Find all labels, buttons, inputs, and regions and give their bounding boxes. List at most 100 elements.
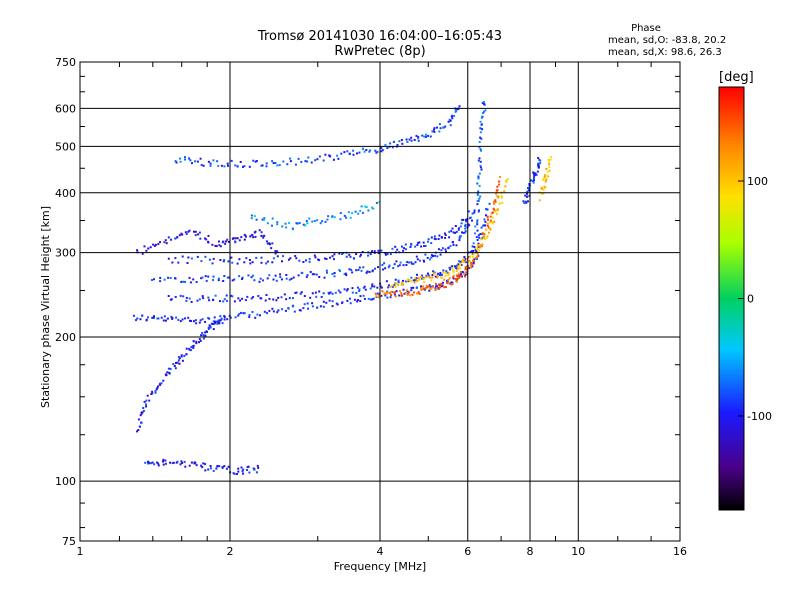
echo-point	[240, 466, 243, 469]
echo-point	[376, 150, 379, 153]
echo-point	[288, 297, 291, 300]
echo-point	[266, 242, 269, 245]
echo-point	[448, 236, 451, 239]
y-tick-label: 750	[55, 56, 76, 69]
echo-point	[198, 338, 201, 340]
y-tick-label: 75	[62, 535, 76, 548]
echo-point	[274, 162, 277, 164]
echo-point	[454, 265, 456, 268]
echo-point	[436, 126, 438, 129]
echo-point	[204, 255, 207, 258]
echo-point	[418, 293, 421, 295]
echo-point	[393, 283, 396, 286]
echo-point	[326, 271, 328, 274]
echo-point	[491, 220, 493, 223]
echo-point	[469, 255, 472, 258]
echo-point	[281, 308, 283, 311]
echo-point	[212, 275, 215, 278]
echo-point	[475, 250, 478, 253]
echo-point	[255, 160, 258, 162]
echo-point	[427, 134, 430, 137]
echo-point	[402, 282, 405, 285]
echo-point	[489, 228, 492, 231]
echo-point	[190, 461, 193, 464]
echo-point	[420, 287, 423, 290]
echo-point	[234, 241, 237, 244]
echo-point	[157, 243, 160, 246]
y-tick-label: 300	[55, 247, 76, 260]
echo-point	[396, 144, 399, 146]
echo-point	[472, 262, 475, 265]
echo-point	[431, 276, 434, 279]
echo-point	[207, 317, 210, 320]
echo-point	[488, 226, 490, 229]
echo-point	[441, 284, 444, 287]
echo-point	[474, 232, 476, 235]
echo-point	[205, 238, 208, 241]
echo-point	[432, 255, 434, 257]
echo-point	[233, 300, 236, 303]
echo-point	[403, 247, 405, 250]
echo-point	[480, 123, 483, 126]
echo-point	[500, 196, 503, 199]
echo-point	[390, 294, 393, 296]
echo-point	[425, 284, 428, 287]
echo-point	[450, 230, 453, 233]
echo-point	[185, 299, 188, 302]
echo-point	[454, 231, 457, 234]
echo-point	[494, 201, 497, 203]
stats-heading: Phase	[631, 23, 661, 34]
echo-point	[503, 190, 506, 193]
echo-point	[369, 287, 372, 290]
echo-point	[314, 256, 317, 259]
echo-point	[181, 359, 184, 362]
echo-point	[472, 250, 475, 252]
echo-point	[417, 277, 420, 280]
echo-point	[416, 279, 419, 282]
echo-point	[400, 139, 403, 141]
echo-point	[192, 278, 195, 281]
echo-point	[162, 319, 165, 322]
echo-point	[147, 460, 149, 463]
echo-point	[200, 260, 203, 263]
echo-point	[455, 269, 458, 272]
echo-point	[137, 429, 140, 431]
echo-point	[431, 274, 434, 276]
echo-point	[493, 200, 495, 203]
echo-point	[449, 268, 452, 271]
echo-point	[482, 224, 485, 227]
echo-point	[392, 267, 395, 270]
echo-point	[185, 353, 188, 356]
echo-point	[458, 239, 461, 242]
echo-point	[185, 296, 188, 299]
echo-point	[223, 298, 226, 301]
echo-point	[279, 276, 282, 278]
echo-point	[478, 236, 481, 239]
echo-point	[476, 182, 479, 185]
echo-point	[284, 309, 287, 312]
echo-point	[302, 261, 305, 263]
echo-point	[198, 231, 201, 234]
echo-point	[219, 245, 222, 248]
echo-point	[316, 158, 319, 161]
echo-point	[308, 217, 311, 220]
echo-point	[542, 188, 545, 191]
echo-point	[255, 471, 258, 474]
echo-point	[413, 139, 416, 141]
echo-point	[217, 164, 220, 167]
echo-point	[491, 216, 494, 219]
echo-point	[276, 311, 279, 314]
echo-point	[534, 172, 537, 175]
echo-point	[254, 160, 257, 163]
echo-point	[475, 236, 478, 238]
echo-point	[251, 311, 254, 313]
echo-point	[470, 261, 473, 264]
echo-point	[428, 285, 431, 288]
echo-point	[412, 279, 415, 282]
echo-point	[402, 249, 405, 252]
echo-point	[486, 236, 488, 239]
echo-point	[187, 230, 190, 233]
echo-point	[294, 255, 297, 257]
echo-point	[542, 178, 545, 181]
echo-point	[410, 139, 413, 142]
